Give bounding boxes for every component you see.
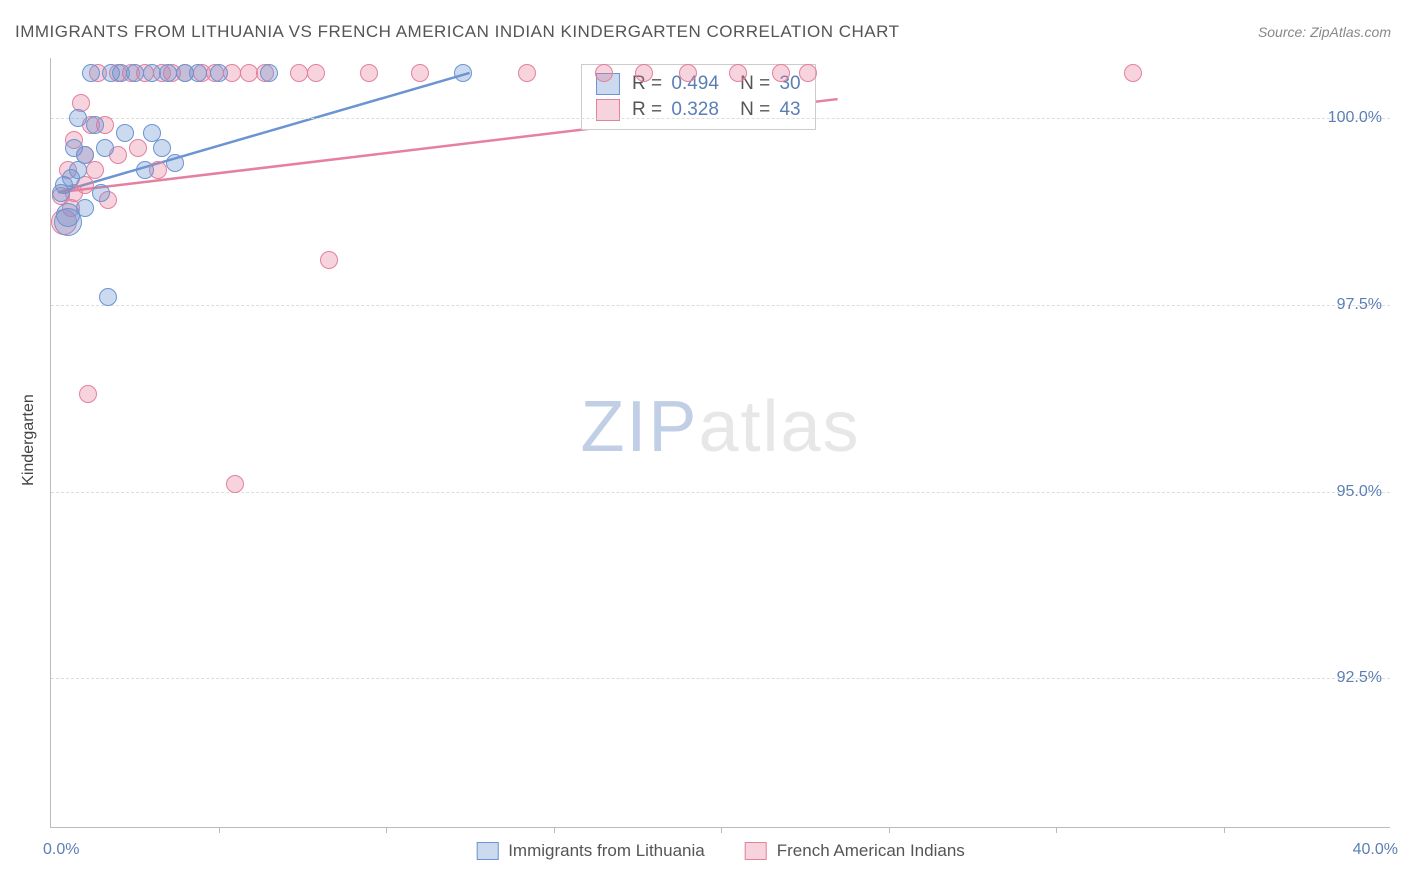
data-point	[143, 64, 161, 82]
x-tick	[889, 827, 890, 833]
data-point	[307, 64, 325, 82]
x-tick	[1056, 827, 1057, 833]
chart-title: IMMIGRANTS FROM LITHUANIA VS FRENCH AMER…	[15, 22, 899, 42]
source-label: Source: ZipAtlas.com	[1258, 24, 1391, 40]
x-tick	[219, 827, 220, 833]
data-point	[159, 64, 177, 82]
data-point	[153, 139, 171, 157]
gridline	[51, 118, 1390, 119]
data-point	[729, 64, 747, 82]
gridline	[51, 305, 1390, 306]
data-point	[76, 199, 94, 217]
data-point	[166, 154, 184, 172]
series-legend: Immigrants from Lithuania French America…	[476, 841, 965, 861]
legend-item-blue: Immigrants from Lithuania	[476, 841, 705, 861]
data-point	[96, 139, 114, 157]
data-point	[518, 64, 536, 82]
data-point	[126, 64, 144, 82]
data-point	[116, 124, 134, 142]
data-point	[260, 64, 278, 82]
data-point	[240, 64, 258, 82]
data-point	[92, 184, 110, 202]
gridline	[51, 492, 1390, 493]
data-point	[635, 64, 653, 82]
y-axis-label: Kindergarten	[20, 394, 38, 486]
x-tick	[554, 827, 555, 833]
x-tick	[1224, 827, 1225, 833]
data-point	[1124, 64, 1142, 82]
x-axis-min-label: 0.0%	[43, 841, 79, 859]
data-point	[136, 161, 154, 179]
legend-swatch-icon	[476, 842, 498, 860]
data-point	[679, 64, 697, 82]
legend-row-pink: R = 0.328 N = 43	[596, 97, 801, 123]
data-point	[76, 146, 94, 164]
data-point	[799, 64, 817, 82]
y-tick-label: 92.5%	[1337, 669, 1382, 687]
legend-row-blue: R = 0.494 N = 30	[596, 71, 801, 97]
data-point	[320, 251, 338, 269]
data-point	[290, 64, 308, 82]
legend-label: French American Indians	[777, 841, 965, 861]
x-axis-max-label: 40.0%	[1353, 841, 1398, 859]
y-tick-label: 97.5%	[1337, 296, 1382, 314]
x-tick	[386, 827, 387, 833]
y-tick-label: 95.0%	[1337, 483, 1382, 501]
legend-swatch-icon	[745, 842, 767, 860]
data-point	[79, 385, 97, 403]
data-point	[82, 64, 100, 82]
legend-label: Immigrants from Lithuania	[508, 841, 705, 861]
data-point	[86, 161, 104, 179]
trend-lines	[51, 58, 1390, 827]
data-point	[454, 64, 472, 82]
data-point	[772, 64, 790, 82]
data-point	[189, 64, 207, 82]
plot-area: ZIPatlas R = 0.494 N = 30 R = 0.328 N = …	[50, 58, 1390, 828]
data-point	[99, 288, 117, 306]
data-point	[595, 64, 613, 82]
data-point	[226, 475, 244, 493]
data-point	[210, 64, 228, 82]
data-point	[69, 109, 87, 127]
data-point	[411, 64, 429, 82]
data-point	[129, 139, 147, 157]
x-tick	[721, 827, 722, 833]
data-point	[86, 116, 104, 134]
data-point	[360, 64, 378, 82]
legend-item-pink: French American Indians	[745, 841, 965, 861]
gridline	[51, 678, 1390, 679]
y-tick-label: 100.0%	[1328, 109, 1382, 127]
